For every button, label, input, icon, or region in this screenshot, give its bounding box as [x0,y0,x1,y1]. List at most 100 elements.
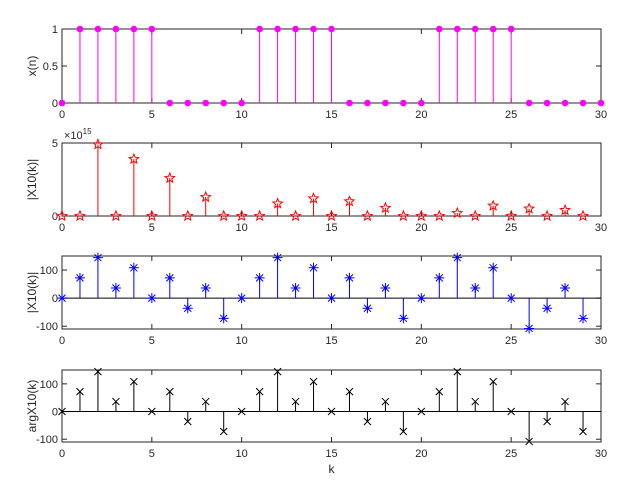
data-point [237,407,246,416]
x-tick-label: 5 [149,109,155,121]
data-point [325,209,338,222]
data-point [344,272,355,283]
data-point [397,209,410,222]
x-tick-label: 30 [595,222,607,234]
data-point [433,209,446,222]
data-point [416,293,427,304]
data-point [235,209,248,222]
data-point [543,99,551,107]
x-tick-label: 20 [415,335,427,347]
data-point [417,407,426,416]
data-point [343,195,356,207]
data-point [435,387,444,396]
data-point [183,417,192,426]
data-point [453,25,461,33]
data-point [147,407,156,416]
y-tick-label: -100 [36,434,58,446]
data-point [469,209,482,222]
data-point [309,377,318,386]
y-axis-label: x(n) [25,56,39,77]
data-point [145,209,158,222]
x-tick-label: 5 [149,448,155,460]
data-point [436,25,443,33]
y-tick-label: 5 [52,138,58,150]
data-point [487,199,500,211]
data-point [346,99,353,107]
data-point [507,25,515,33]
data-point [217,209,230,222]
data-point [94,367,102,376]
data-point [471,25,479,33]
data-point [307,192,320,204]
x-tick-label: 30 [595,335,607,347]
data-point [220,99,227,107]
data-point [112,25,120,33]
data-point [200,283,211,294]
data-point [164,272,175,283]
x-tick-label: 15 [325,335,337,347]
x-tick-label: 25 [505,335,517,347]
y-tick-label: 1 [52,24,58,36]
x-tick-label: 20 [415,109,427,121]
data-point [506,293,517,304]
x-tick-label: 25 [505,222,517,234]
y-tick-label: -100 [36,321,58,333]
data-point [507,407,516,416]
data-point [130,25,138,33]
data-point [577,209,590,222]
x-tick-label: 10 [236,109,248,121]
data-point [364,99,371,107]
data-point [253,209,266,222]
data-point [328,25,335,33]
data-point [92,252,103,263]
data-point [94,25,102,33]
data-point [451,206,464,219]
data-point [400,99,407,107]
exponent-value: 15 [83,127,92,136]
data-point [561,99,569,107]
data-point [91,138,105,150]
data-point [73,209,86,222]
data-point [292,25,299,33]
data-point [579,99,587,107]
data-point [290,283,301,294]
data-point [58,99,66,107]
y-tick-label: 0.5 [43,61,58,73]
data-point [238,99,245,107]
data-point [218,313,229,324]
data-point [148,25,156,33]
data-point [289,209,302,222]
axes-box [61,255,602,330]
data-point [271,197,284,209]
axes-box [61,369,602,443]
y-tick-label: 100 [40,379,58,391]
data-point [470,283,481,294]
data-point [128,262,139,273]
data-point [524,323,535,334]
data-point [505,209,518,222]
data-point [236,293,247,304]
data-point [327,407,336,416]
x-tick-label: 10 [236,448,248,460]
x-tick-label: 10 [236,222,248,234]
data-point [452,252,463,263]
x-tick-label: 30 [595,448,607,460]
data-point [560,283,571,294]
data-point [363,417,372,426]
data-point [381,397,390,406]
data-point [308,262,319,273]
y-axis-label: |X10(k)| [25,272,39,314]
data-point [525,99,533,107]
data-point [579,427,587,436]
data-point [130,377,138,386]
data-point [255,387,264,396]
data-point [345,387,354,396]
data-point [310,25,317,33]
data-point [274,25,281,33]
data-point [379,201,392,214]
x-tick-label: 15 [325,222,337,234]
data-point [256,25,263,33]
